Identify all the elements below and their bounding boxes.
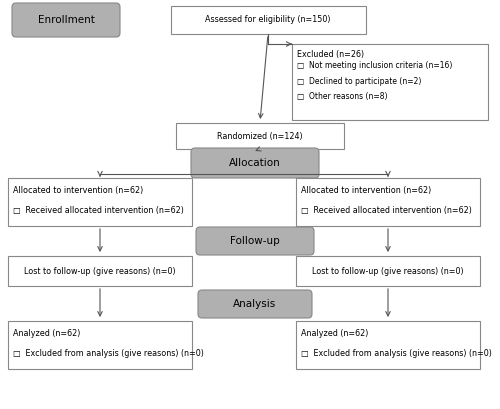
Text: Allocation: Allocation: [229, 158, 281, 168]
FancyBboxPatch shape: [296, 178, 480, 226]
Text: □  Excluded from analysis (give reasons) (n=0): □ Excluded from analysis (give reasons) …: [13, 348, 204, 357]
Text: Analysis: Analysis: [234, 299, 276, 309]
Text: □  Received allocated intervention (n=62): □ Received allocated intervention (n=62): [13, 205, 184, 214]
FancyBboxPatch shape: [296, 256, 480, 286]
Text: Allocated to intervention (n=62): Allocated to intervention (n=62): [13, 187, 143, 196]
FancyBboxPatch shape: [296, 321, 480, 369]
Text: □  Received allocated intervention (n=62): □ Received allocated intervention (n=62): [301, 205, 472, 214]
Text: Randomized (n=124): Randomized (n=124): [217, 132, 303, 141]
FancyBboxPatch shape: [292, 44, 488, 120]
Text: Follow-up: Follow-up: [230, 236, 280, 246]
Text: Lost to follow-up (give reasons) (n=0): Lost to follow-up (give reasons) (n=0): [24, 267, 176, 276]
Text: Excluded (n=26): Excluded (n=26): [297, 49, 364, 58]
Text: Analyzed (n=62): Analyzed (n=62): [301, 330, 368, 339]
Text: □  Other reasons (n=8): □ Other reasons (n=8): [297, 92, 388, 101]
FancyBboxPatch shape: [198, 290, 312, 318]
FancyBboxPatch shape: [170, 6, 366, 34]
FancyBboxPatch shape: [176, 123, 344, 149]
FancyBboxPatch shape: [8, 178, 192, 226]
FancyBboxPatch shape: [196, 227, 314, 255]
FancyBboxPatch shape: [8, 256, 192, 286]
Text: Allocated to intervention (n=62): Allocated to intervention (n=62): [301, 187, 431, 196]
Text: □  Not meeting inclusion criteria (n=16): □ Not meeting inclusion criteria (n=16): [297, 61, 452, 70]
Text: □  Excluded from analysis (give reasons) (n=0): □ Excluded from analysis (give reasons) …: [301, 348, 492, 357]
FancyBboxPatch shape: [8, 321, 192, 369]
FancyBboxPatch shape: [12, 3, 120, 37]
Text: Analyzed (n=62): Analyzed (n=62): [13, 330, 80, 339]
FancyBboxPatch shape: [191, 148, 319, 178]
Text: Lost to follow-up (give reasons) (n=0): Lost to follow-up (give reasons) (n=0): [312, 267, 464, 276]
Text: Enrollment: Enrollment: [38, 15, 94, 25]
Text: Assessed for eligibility (n=150): Assessed for eligibility (n=150): [206, 16, 331, 25]
Text: □  Declined to participate (n=2): □ Declined to participate (n=2): [297, 76, 422, 85]
